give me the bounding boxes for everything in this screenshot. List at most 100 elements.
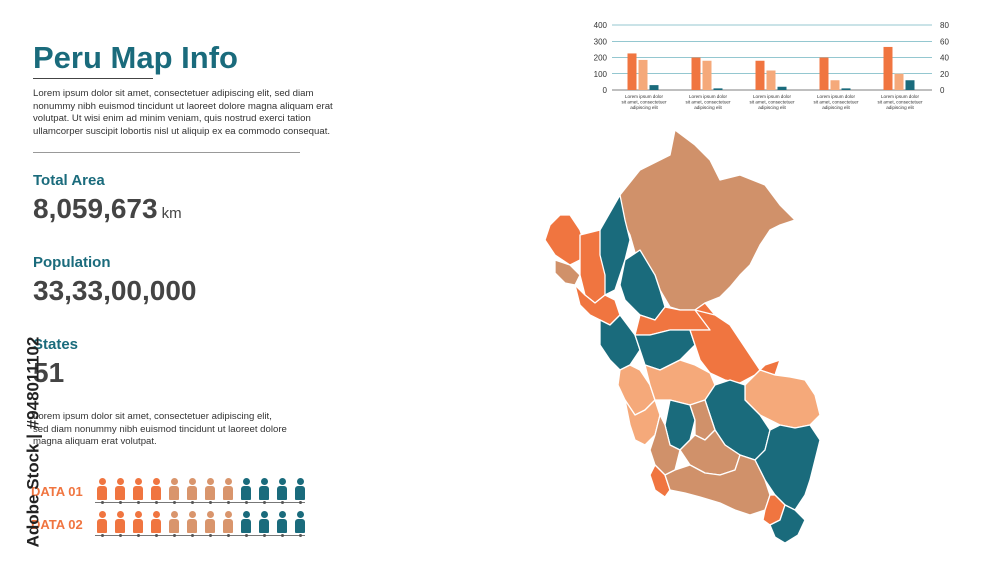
y-tick-label-left: 400 — [594, 21, 608, 30]
chart-bar — [755, 60, 765, 90]
chart-bar — [819, 57, 829, 90]
baseline-dot — [154, 501, 158, 504]
category-label: sit amet, consectetuer — [878, 100, 923, 105]
category-label: adipiscing elit — [758, 105, 786, 110]
y-tick-label-right: 80 — [940, 21, 949, 30]
baseline-dot — [172, 501, 176, 504]
person-icon — [257, 511, 271, 535]
baseline-dot — [280, 501, 284, 504]
person-icon — [293, 511, 307, 535]
population-value: 33,33,00,000 — [33, 275, 197, 306]
chart-bar — [766, 70, 776, 90]
baseline-dot — [244, 501, 248, 504]
data-02-label: DATA 02 — [31, 517, 83, 532]
person-icon — [185, 511, 199, 535]
chart-bar — [691, 57, 701, 90]
person-icon — [95, 511, 109, 535]
baseline-dot — [118, 534, 122, 537]
baseline-dot — [172, 534, 176, 537]
y-tick-label-left: 300 — [594, 37, 608, 46]
data-02-baseline — [95, 535, 305, 536]
peru-map — [544, 129, 821, 544]
baseline-dot — [100, 501, 104, 504]
total-area-stat: 8,059,673 km — [33, 193, 182, 225]
states-label: States — [33, 336, 79, 353]
baseline-dot — [136, 501, 140, 504]
person-icon — [131, 478, 145, 502]
baseline-dot — [298, 501, 302, 504]
person-icon — [95, 478, 109, 502]
baseline-dot — [262, 534, 266, 537]
person-icon — [113, 511, 127, 535]
baseline-dot — [100, 534, 104, 537]
total-area-unit: km — [161, 205, 182, 222]
map-region-arequipa — [664, 454, 771, 516]
total-area-value: 8,059,673 — [33, 193, 158, 224]
person-icon — [185, 478, 199, 502]
baseline-dot — [244, 534, 248, 537]
category-label: sit amet, consectetuer — [814, 100, 859, 105]
map-region-lambayeque — [554, 259, 581, 286]
person-icon — [275, 478, 289, 502]
chart-bar — [894, 73, 904, 90]
chart-bar — [702, 60, 712, 90]
intro-paragraph: Lorem ipsum dolor sit amet, consectetuer… — [33, 88, 333, 137]
data-01-label: DATA 01 — [31, 484, 83, 499]
baseline-dot — [226, 501, 230, 504]
chart-bar — [627, 53, 637, 90]
map-region-ancash — [599, 314, 641, 371]
y-tick-label-right: 20 — [940, 70, 949, 79]
chart-bar — [713, 88, 723, 90]
y-tick-label-right: 40 — [940, 54, 949, 63]
category-label: Lorem ipsum dolor — [817, 94, 856, 99]
person-icon — [167, 511, 181, 535]
chart-bar — [830, 80, 840, 90]
category-label: sit amet, consectetuer — [750, 100, 795, 105]
baseline-dot — [154, 534, 158, 537]
category-label: adipiscing elit — [822, 105, 850, 110]
person-icon — [131, 511, 145, 535]
person-icon — [203, 478, 217, 502]
baseline-dot — [208, 534, 212, 537]
y-tick-label-left: 200 — [594, 54, 608, 63]
person-icon — [239, 478, 253, 502]
baseline-dot — [136, 534, 140, 537]
person-icon — [221, 478, 235, 502]
category-label: Lorem ipsum dolor — [753, 94, 792, 99]
baseline-dot — [190, 534, 194, 537]
baseline-dot — [280, 534, 284, 537]
category-label: Lorem ipsum dolor — [625, 94, 664, 99]
person-icon — [239, 511, 253, 535]
secondary-paragraph: Lorem ipsum dolor sit amet, consectetuer… — [33, 411, 287, 447]
chart-bar — [777, 86, 787, 90]
person-icon — [149, 511, 163, 535]
chart-bar — [649, 85, 659, 90]
map-region-ayacucho — [649, 414, 681, 476]
category-label: adipiscing elit — [886, 105, 914, 110]
chart-bar — [638, 59, 648, 90]
person-icon — [203, 511, 217, 535]
category-label: sit amet, consectetuer — [686, 100, 731, 105]
states-value: 51 — [33, 357, 65, 388]
category-label: adipiscing elit — [630, 105, 658, 110]
chart-bar — [883, 46, 893, 90]
person-icon — [293, 478, 307, 502]
stock-watermark: Adobe Stock | #948011102 — [23, 336, 43, 548]
y-tick-label-left: 100 — [594, 70, 608, 79]
category-label: adipiscing elit — [694, 105, 722, 110]
baseline-dot — [118, 501, 122, 504]
category-label: Lorem ipsum dolor — [881, 94, 920, 99]
map-region-tumbes-piura — [544, 214, 586, 266]
y-tick-label-right: 0 — [940, 86, 945, 95]
person-icon — [149, 478, 163, 502]
baseline-dot — [262, 501, 266, 504]
y-tick-label-left: 0 — [603, 86, 608, 95]
total-area-label: Total Area — [33, 172, 105, 189]
person-icon — [167, 478, 181, 502]
page-title: Peru Map Info — [33, 40, 238, 75]
person-icon — [221, 511, 235, 535]
y-tick-label-right: 60 — [940, 37, 949, 46]
chart-bar — [905, 80, 915, 90]
baseline-dot — [298, 534, 302, 537]
person-icon — [257, 478, 271, 502]
